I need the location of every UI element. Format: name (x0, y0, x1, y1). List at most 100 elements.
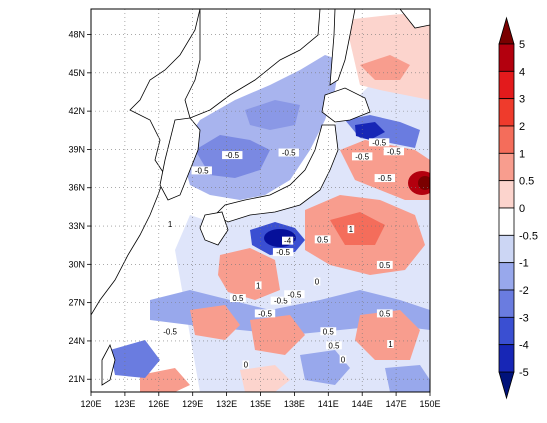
contour-label: -0.5 (195, 166, 209, 175)
contour-labels: -0.5-0.5-0.5 -0.5-0.5-0.5-0.5-4-0.50.5110… (159, 138, 405, 369)
lat-tick-label: 21N (68, 374, 85, 384)
south-negative-eddy-1 (110, 340, 160, 378)
colorbar-label: 0 (519, 203, 525, 215)
contour-label-bg (272, 248, 294, 257)
land-taiwan (101, 343, 116, 386)
south-positive-eddy-1 (190, 305, 240, 340)
contour-label-bg (352, 152, 373, 161)
colorbar-label: 1 (519, 148, 525, 160)
lon-tick-label: 132E (216, 399, 237, 409)
sea-of-japan-dark-2 (245, 100, 300, 130)
lon-tick-label: 144E (352, 399, 373, 409)
land-mainland-china (91, 9, 201, 316)
contour-label-bg (326, 341, 342, 350)
contour-label: -0.5 (258, 309, 272, 318)
lat-tick-label: 48N (68, 30, 85, 40)
colorbar-top-arrow (498, 16, 515, 45)
lat-tick-label: 45N (68, 68, 85, 78)
contour-label: 0.5 (232, 294, 244, 303)
colorbar-swatch (498, 234, 515, 264)
contour-label-bg (368, 138, 390, 147)
colorbar-label: -5 (519, 367, 529, 379)
lat-tick-label: 36N (68, 183, 85, 193)
contour-label: 0.5 (379, 261, 391, 270)
contour-label-bg (254, 281, 262, 290)
kuroshio-dark-eddy (355, 122, 385, 140)
contour-label: -0.5 (276, 248, 290, 257)
colorbar-label: -4 (519, 340, 529, 352)
contour-label: 1 (168, 220, 173, 229)
lon-tick-label: 126E (148, 399, 169, 409)
lon-tick-label: 123E (114, 399, 135, 409)
contour-label-bg (230, 294, 246, 303)
latitude-axis: 21N 24N 27N 30N 33N 36N 39N 42N 45N 48N (68, 30, 91, 384)
colorbar-label: 4 (519, 66, 525, 78)
land-primorye (184, 9, 321, 119)
colorbar-label: -2 (519, 285, 529, 297)
lat-tick-label: 39N (68, 144, 85, 154)
contour-label: 1 (388, 340, 393, 349)
south-positive-eddy-5 (240, 365, 290, 392)
colorbar-swatch (498, 289, 515, 318)
contour-label-bg (191, 166, 212, 175)
land-kyushu (199, 211, 229, 246)
contour-label-bg (376, 309, 393, 318)
contour-label: 1 (349, 225, 354, 234)
lon-tick-label: 141E (318, 399, 339, 409)
contour-label-bg (166, 220, 174, 229)
contour-label-bg (242, 360, 250, 369)
north-positive-core (360, 55, 410, 80)
south-positive-eddy-2 (250, 315, 305, 355)
contour-label: -0.5 (274, 297, 288, 306)
contour-label: 0.5 (328, 341, 340, 350)
land-honshu (214, 124, 339, 223)
colorbar-swatch (498, 98, 515, 127)
lon-tick-label: 147E (386, 399, 407, 409)
east-japan-positive-core (330, 212, 385, 245)
colorbar-swatch (498, 344, 515, 373)
contour-label: 0 (244, 360, 249, 369)
contour-label-bg (314, 235, 331, 244)
colorbar: 5 4 3 2 1 0.5 0 -0.5 -1 -2 -3 -4 -5 (498, 16, 538, 400)
contour-label-bg (387, 340, 394, 349)
colorbar-label: -1 (519, 258, 529, 270)
colorbar-swatch (498, 152, 515, 182)
colorbar-swatch (498, 125, 515, 154)
lat-tick-label: 42N (68, 106, 85, 116)
lon-tick-label: 150E (419, 399, 440, 409)
contour-label: -0.5 (387, 147, 401, 156)
contour-label-bg (376, 260, 393, 269)
strong-positive-eddy-core (418, 176, 430, 190)
colorbar-label: 3 (519, 94, 525, 106)
contour-label: 0 (341, 355, 346, 364)
longitude-axis: 120E 123E 126E 129E 132E 135E 138E 141E 144E 147E… (80, 392, 441, 409)
contour-label: 0 (315, 277, 320, 286)
land-sakhalin (329, 9, 356, 86)
lon-tick-label: 129E (182, 399, 203, 409)
colorbar-label: -0.5 (519, 230, 538, 242)
colorbar-label: 2 (519, 121, 525, 133)
land-kamchatka-tip (399, 9, 430, 29)
contour-label: 1 (256, 281, 261, 290)
contour-label: -0.5 (225, 151, 239, 160)
colorbar-label: 0.5 (519, 176, 534, 188)
land-hokkaido (321, 87, 371, 123)
contour-label: -0.5 (372, 138, 386, 147)
contour-label-bg (159, 327, 181, 336)
colorbar-bottom-arrow (498, 371, 515, 400)
contour-label-bg (222, 151, 243, 160)
contour-label-bg (320, 327, 337, 336)
lon-tick-label: 135E (250, 399, 271, 409)
contour-label: -0.5 (378, 174, 392, 183)
lon-tick-label: 138E (284, 399, 305, 409)
contour-label: -0.5 (282, 149, 296, 158)
lat-tick-label: 27N (68, 298, 85, 308)
contour-label: -4 (284, 237, 292, 246)
contour-label: -0.5 (355, 152, 369, 161)
contour-label-bg (339, 355, 347, 364)
colorbar-label: -3 (519, 312, 529, 324)
colorbar-swatch (498, 262, 515, 291)
contour-label: -0.5 (288, 290, 302, 299)
contour-label-bg (383, 147, 405, 156)
